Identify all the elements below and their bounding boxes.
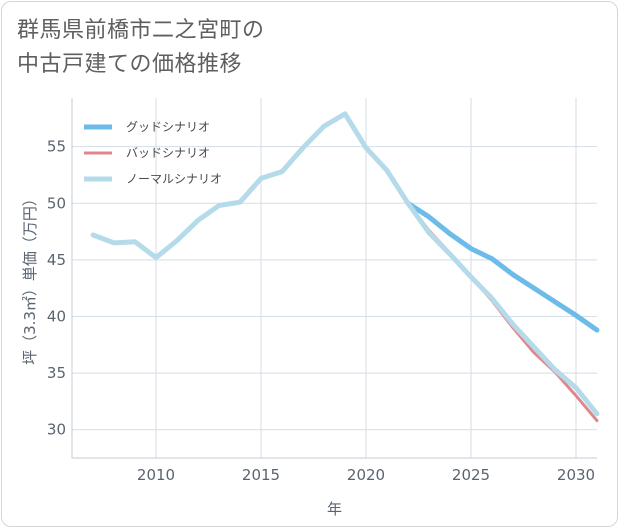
x-tick-label: 2030: [557, 466, 595, 484]
x-tick-label: 2025: [452, 466, 490, 484]
chart-title: 群馬県前橋市二之宮町の 中古戸建ての価格推移: [17, 14, 265, 82]
chart-title-line-2: 中古戸建ての価格推移: [17, 52, 243, 77]
axes: [71, 98, 597, 459]
legend-label[interactable]: ノーマルシナリオ: [126, 172, 222, 186]
y-tick-label: 40: [47, 307, 66, 325]
y-tick-label: 50: [47, 194, 66, 212]
x-tick-label: 2015: [242, 466, 280, 484]
x-tick-label: 2010: [137, 466, 175, 484]
y-tick-label: 55: [47, 138, 66, 156]
y-axis-title: 坪（3.3㎡）単価（万円）: [21, 191, 39, 365]
legend-label[interactable]: バッドシナリオ: [126, 146, 210, 160]
y-tick-label: 45: [47, 251, 66, 269]
y-tick-label: 35: [47, 364, 66, 382]
series-lines: [90, 111, 600, 423]
legend-label[interactable]: グッドシナリオ: [126, 120, 210, 134]
chart-title-line-1: 群馬県前橋市二之宮町の: [17, 18, 265, 43]
x-axis-title: 年: [327, 500, 342, 518]
tick-labels: 2010 2015 2020 2025 2030 30 35 40 45 50 55: [47, 138, 595, 484]
x-tick-label: 2020: [347, 466, 385, 484]
series-line-2: [90, 111, 600, 417]
y-tick-label: 30: [47, 421, 66, 439]
series-line-0: [405, 200, 600, 333]
